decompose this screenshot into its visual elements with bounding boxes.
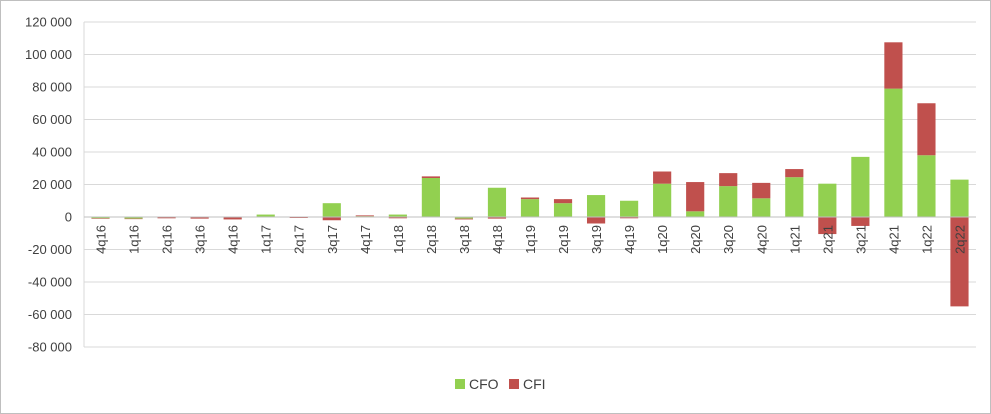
bar-cfo-4q16 — [91, 217, 110, 219]
x-tick-label: 1q16 — [127, 225, 142, 254]
bar-cfo-1q22 — [917, 155, 936, 217]
bar-cfo-4q21 — [884, 88, 903, 217]
legend-swatch-cfo — [455, 379, 465, 389]
bar-cfi-2q18 — [421, 176, 440, 178]
x-tick-label: 2q19 — [556, 225, 571, 254]
y-tick-label: -80 000 — [28, 340, 72, 355]
x-tick-label: 3q20 — [721, 225, 736, 254]
bar-cfo-1q18 — [388, 214, 407, 217]
y-tick-label: 100 000 — [25, 47, 72, 62]
y-tick-label: 80 000 — [32, 80, 72, 95]
x-tick-label: 3q19 — [589, 225, 604, 254]
x-tick-label: 2q17 — [292, 225, 307, 254]
bar-cfo-1q21 — [785, 177, 804, 217]
bar-cfi-2q16 — [157, 217, 176, 219]
y-tick-label: -20 000 — [28, 242, 72, 257]
bars — [91, 42, 969, 307]
bar-cfi-4q16 — [223, 217, 242, 220]
x-tick-label: 1q18 — [391, 225, 406, 254]
legend-label-cfi: CFI — [523, 376, 546, 392]
x-tick-label: 3q16 — [193, 225, 208, 254]
bar-cfi-3q21 — [851, 217, 870, 226]
bar-cfi-2q19 — [553, 199, 573, 204]
bar-cfo-2q19 — [553, 203, 573, 217]
bar-cfo-1q17 — [256, 214, 275, 217]
bar-cfi-2q21 — [818, 217, 837, 235]
x-tick-label: 3q17 — [325, 225, 340, 254]
bar-cfo-3q18 — [454, 217, 474, 219]
x-tick-label: 2q18 — [424, 225, 439, 254]
legend-label-cfo: CFO — [469, 376, 499, 392]
bar-cfo-1q20 — [653, 183, 672, 217]
bar-cfi-3q16 — [190, 217, 209, 219]
bar-cfi-1q21 — [785, 169, 804, 178]
x-tick-label: 3q21 — [853, 225, 868, 254]
x-tick-label: 4q20 — [754, 225, 769, 254]
x-tick-label: 1q20 — [655, 225, 670, 254]
bar-cfi-1q19 — [520, 197, 540, 200]
bar-cfi-4q16 — [91, 218, 110, 219]
bar-cfo-3q17 — [322, 203, 341, 217]
bar-cfi-4q20 — [752, 182, 771, 199]
bar-cfo-2q22 — [950, 179, 969, 217]
x-tick-label: 4q16 — [226, 225, 241, 254]
y-tick-label: 60 000 — [32, 112, 72, 127]
bar-cfo-2q21 — [818, 183, 837, 217]
bar-cfi-2q22 — [950, 217, 969, 307]
x-tick-label: 1q21 — [787, 225, 802, 254]
bar-cfi-4q17 — [355, 215, 374, 217]
x-tick-label: 4q17 — [358, 225, 373, 254]
bar-cfo-3q19 — [586, 195, 606, 217]
x-tick-label: 1q17 — [259, 225, 274, 254]
x-tick-label: 4q21 — [886, 225, 901, 254]
bar-cfo-2q20 — [686, 211, 705, 217]
x-tick-label: 2q21 — [820, 225, 835, 254]
bar-cfi-2q17 — [289, 217, 308, 218]
bar-cfi-3q17 — [322, 217, 341, 221]
bar-cfi-3q18 — [454, 218, 474, 220]
x-tick-label: 2q22 — [952, 225, 967, 254]
bar-cfi-3q19 — [586, 217, 606, 224]
bar-cfo-3q20 — [719, 186, 738, 217]
x-tick-label: 2q20 — [688, 225, 703, 254]
x-tick-label: 4q19 — [622, 225, 637, 254]
y-tick-label: 120 000 — [25, 15, 72, 30]
bar-cfi-1q18 — [388, 217, 407, 219]
x-tick-label: 3q18 — [457, 225, 472, 254]
legend-swatch-cfi — [509, 379, 519, 389]
bar-cfo-3q21 — [851, 156, 870, 217]
bar-cfi-3q20 — [719, 173, 738, 187]
axes: 120 000 100 000 80 000 60 000 40 000 20 000 0 -… — [25, 15, 976, 355]
bar-cfo-4q18 — [487, 187, 507, 217]
bar-cfi-2q20 — [686, 182, 705, 212]
bar-cfi-4q19 — [620, 217, 639, 219]
bar-cfi-1q20 — [653, 171, 672, 184]
x-tick-label: 1q19 — [523, 225, 538, 254]
y-tick-label: 0 — [65, 210, 72, 225]
bar-cfo-1q16 — [124, 217, 143, 219]
bar-cfi-1q16 — [124, 218, 143, 220]
bar-cfo-1q19 — [520, 199, 540, 217]
y-tick-label: -40 000 — [28, 275, 72, 290]
bar-cfo-4q19 — [620, 200, 639, 217]
y-tick-label: 20 000 — [32, 177, 72, 192]
bar-cfi-1q22 — [917, 103, 936, 156]
bar-cfi-4q21 — [884, 42, 903, 89]
gridlines — [84, 21, 976, 348]
x-tick-label: 4q16 — [94, 225, 109, 254]
y-tick-label: 40 000 — [32, 145, 72, 160]
y-tick-label: -60 000 — [28, 307, 72, 322]
x-tick-label: 1q22 — [919, 225, 934, 254]
bar-cfo-4q20 — [752, 198, 771, 217]
legend: CFO CFI — [455, 376, 546, 392]
bar-cfo-2q18 — [421, 178, 440, 217]
x-tick-label: 4q18 — [490, 225, 505, 254]
x-tick-label: 2q16 — [160, 225, 175, 254]
bar-cfi-4q18 — [487, 217, 507, 219]
